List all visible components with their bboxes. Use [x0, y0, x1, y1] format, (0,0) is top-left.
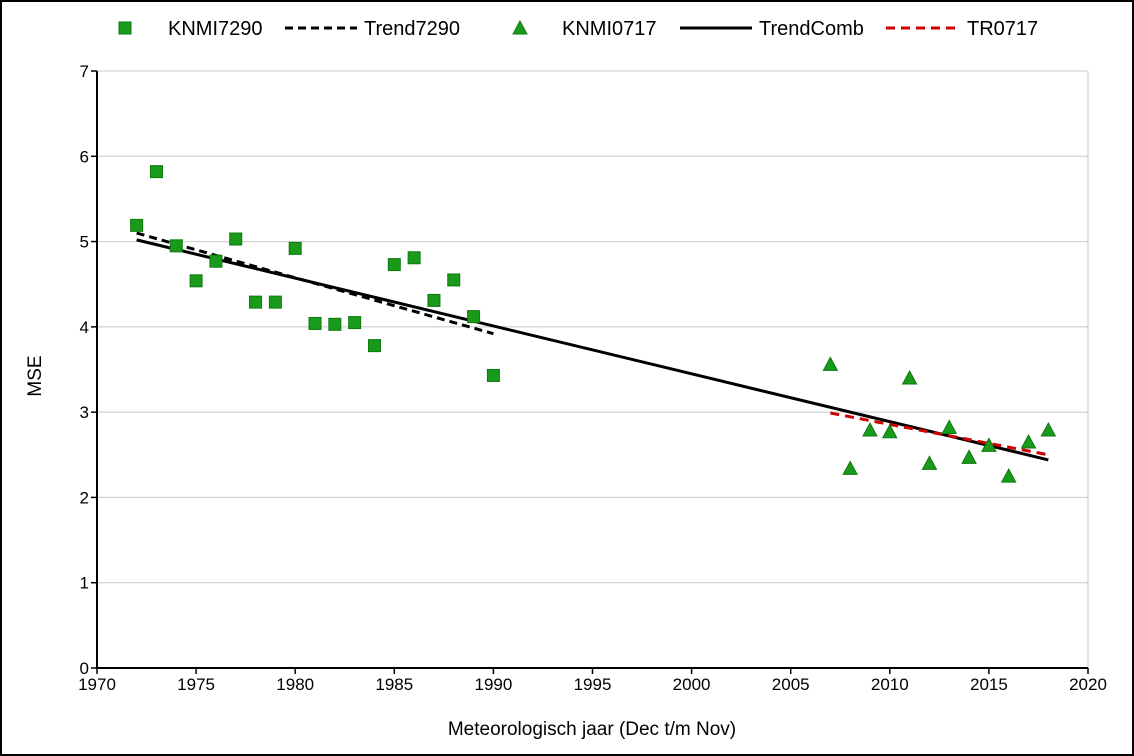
- data-point-knmi0717: [981, 437, 997, 452]
- legend-label-trendcomb: TrendComb: [759, 18, 864, 40]
- data-point-knmi7290: [486, 368, 500, 382]
- x-tick-label: 1990: [474, 675, 512, 694]
- y-tick-label: 2: [80, 488, 89, 507]
- series-line-trendcomb: [136, 238, 1049, 462]
- x-tick-label: 2020: [1069, 675, 1107, 694]
- x-tick-label: 2000: [673, 675, 711, 694]
- legend-marker-knmi0717: [512, 19, 528, 35]
- y-tick-label: 4: [80, 318, 89, 337]
- x-tick-label: 1975: [177, 675, 215, 694]
- series-line-tr0717: [830, 411, 1049, 457]
- y-tick-label: 0: [80, 659, 89, 678]
- y-tick-label: 1: [80, 574, 89, 593]
- data-point-knmi0717: [1020, 433, 1037, 449]
- legend: KNMI7290 Trend7290 KNMI0717 TrendComb TR0717: [118, 18, 1038, 40]
- data-point-knmi7290: [288, 241, 302, 255]
- data-point-knmi0717: [842, 460, 858, 475]
- data-point-knmi7290: [387, 258, 401, 272]
- data-point-knmi7290: [229, 232, 243, 246]
- x-tick-label: 2015: [970, 675, 1008, 694]
- data-point-knmi7290: [348, 316, 362, 330]
- data-point-knmi7290: [189, 274, 203, 288]
- y-tick-label: 6: [80, 147, 89, 166]
- y-tick-label: 7: [80, 62, 89, 81]
- data-series: [130, 165, 1057, 483]
- x-tick-label: 1970: [78, 675, 116, 694]
- data-point-knmi7290: [308, 316, 322, 330]
- legend-label-trend7290: Trend7290: [364, 18, 460, 40]
- data-point-knmi7290: [427, 293, 441, 307]
- tick-labels: 0 1 2 3 4 5 6 7 1970 1975 1980 1985 1990 1995 2000 2005…: [78, 62, 1107, 694]
- data-point-knmi0717: [822, 356, 839, 371]
- data-point-knmi7290: [367, 339, 381, 353]
- legend-label-tr0717: TR0717: [967, 18, 1038, 40]
- x-tick-label: 1995: [574, 675, 612, 694]
- data-point-knmi7290: [130, 218, 144, 232]
- y-tick-label: 3: [80, 403, 89, 422]
- data-point-knmi0717: [921, 455, 938, 470]
- legend-label-knmi7290: KNMI7290: [168, 18, 263, 40]
- x-tick-label: 2005: [772, 675, 810, 694]
- data-point-knmi7290: [407, 251, 421, 265]
- y-axis-title: MSE: [25, 355, 46, 396]
- data-point-knmi0717: [901, 369, 918, 385]
- x-tick-label: 2010: [871, 675, 909, 694]
- data-point-knmi0717: [1040, 421, 1057, 437]
- data-point-knmi0717: [961, 449, 977, 464]
- data-point-knmi7290: [467, 310, 481, 324]
- data-point-knmi0717: [862, 421, 878, 437]
- data-point-knmi0717: [881, 423, 898, 439]
- grid-lines: [97, 70, 1089, 668]
- data-point-knmi7290: [169, 239, 183, 253]
- data-point-knmi7290: [447, 273, 461, 287]
- data-point-knmi7290: [249, 295, 263, 309]
- data-point-knmi7290: [328, 317, 342, 331]
- y-tick-label: 5: [80, 233, 89, 252]
- x-axis-title: Meteorologisch jaar (Dec t/m Nov): [448, 719, 736, 740]
- legend-label-knmi0717: KNMI0717: [562, 18, 657, 40]
- x-tick-label: 1985: [375, 675, 413, 694]
- data-point-knmi0717: [941, 419, 958, 434]
- legend-marker-knmi7290: [118, 21, 132, 35]
- data-point-knmi7290: [149, 165, 163, 179]
- data-point-knmi7290: [209, 254, 223, 268]
- axes: [91, 70, 1089, 674]
- data-point-knmi7290: [268, 295, 282, 309]
- data-point-knmi0717: [1000, 468, 1017, 483]
- x-tick-label: 1980: [276, 675, 314, 694]
